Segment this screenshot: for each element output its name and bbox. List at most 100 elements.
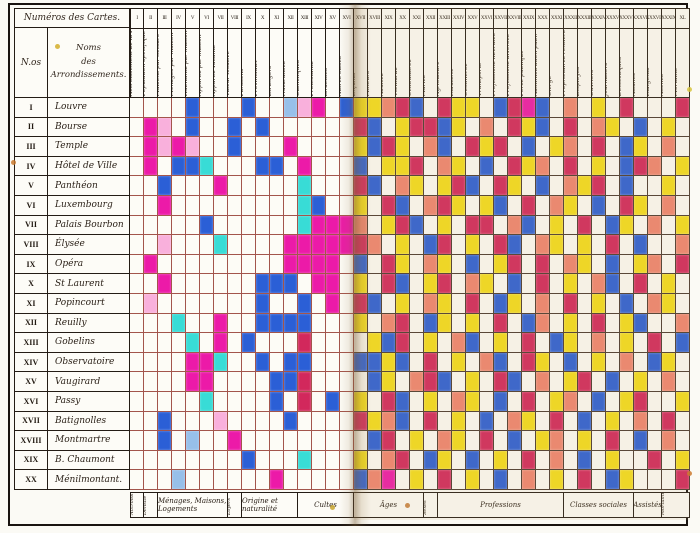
grid-cell: [130, 117, 144, 138]
grid-cell: [550, 235, 564, 255]
grid-cell: [354, 313, 368, 334]
column-label-text: Enfants: [354, 72, 357, 96]
grid-cell: [284, 293, 298, 314]
group-label-text: Densité: [144, 495, 148, 515]
grid-cell: [326, 293, 340, 314]
grid-cell: [620, 98, 634, 118]
grid-cell: [536, 195, 550, 216]
grid-cell: [578, 372, 592, 392]
grid-cell: [466, 333, 480, 353]
grid-cell: [536, 274, 550, 294]
row-name: Luxembourg: [48, 195, 130, 216]
grid-cell: [592, 450, 606, 471]
grid-cell: [144, 352, 158, 373]
grid-cell: [130, 254, 144, 275]
grid-cell: [494, 450, 508, 471]
grid-cell: [606, 333, 620, 353]
grid-cell: [228, 333, 242, 353]
category-group-band: Accroiss.t Densité Ménages, Maisons, Logem…: [130, 492, 690, 518]
grid-cell: [256, 156, 270, 177]
grid-cell: [466, 156, 480, 177]
grid-cell: [424, 195, 438, 216]
grid-cell: [354, 235, 368, 255]
column-numeral: III: [158, 9, 171, 29]
grid-cell: [354, 254, 368, 275]
grid-cell: [130, 195, 144, 216]
row-numeral: XVII: [14, 411, 48, 432]
grid-cell: [130, 98, 144, 118]
grid-cell: [592, 254, 606, 275]
column-label: Ouvriers: [592, 29, 605, 98]
grid-cell: [200, 372, 214, 392]
grid-cell: [410, 254, 424, 275]
row-labels: I Louvre II Bourse III Temple IV Hôtel de Ville…: [14, 98, 130, 490]
grid-cell: [410, 235, 424, 255]
grid-cell: [452, 235, 466, 255]
column-numeral: IX: [242, 9, 255, 29]
grid-cell: [662, 254, 676, 275]
grid-cell: [130, 411, 144, 432]
grid-cell: [452, 195, 466, 216]
grid-cell: [466, 137, 480, 157]
row-numeral: XII: [14, 313, 48, 334]
grid-cell: [662, 98, 676, 118]
row-numeral: XIII: [14, 333, 48, 353]
column-header: XXVIII Professions diverses: [508, 8, 522, 98]
column-label: Clergé: [550, 29, 563, 98]
grid-cell: [550, 470, 564, 490]
grid-cell: [564, 98, 578, 118]
row-name: Bourse: [48, 117, 130, 138]
grid-cell: [340, 450, 354, 471]
grid-cell: [368, 176, 382, 196]
grid-cell: [354, 98, 368, 118]
grid-cell: [270, 450, 284, 471]
grid-cell: [298, 391, 312, 412]
column-label: Population spécifique: [144, 29, 157, 98]
column-label-text: Ouvriers: [592, 69, 595, 96]
grid-cell: [676, 235, 690, 255]
grid-cell: [466, 98, 480, 118]
heatmap-grid: [130, 98, 690, 490]
grid-cell: [438, 156, 452, 177]
column-header: XXXIII Employés: [578, 8, 592, 98]
grid-cell: [256, 372, 270, 392]
grid-cell: [452, 313, 466, 334]
column-numeral: XXIII: [438, 9, 451, 29]
grid-cell: [648, 195, 662, 216]
grid-cell: [452, 156, 466, 177]
grid-cell: [396, 293, 410, 314]
column-label: Provinciaux: [256, 29, 269, 98]
grid-cell: [424, 411, 438, 432]
grid-cell: [676, 254, 690, 275]
grid-cell: [158, 372, 172, 392]
grid-cell: [382, 391, 396, 412]
grid-cell: [270, 431, 284, 451]
grid-cell: [270, 333, 284, 353]
table-row-label: XVII Batignolles: [14, 411, 130, 432]
grid-cell: [508, 215, 522, 236]
grid-cell: [564, 313, 578, 334]
grid-cell: [564, 274, 578, 294]
grid-cell: [312, 470, 326, 490]
column-numeral: IV: [172, 9, 185, 29]
row-name: Reuilly: [48, 313, 130, 334]
grid-cell: [438, 352, 452, 373]
grid-cell: [424, 313, 438, 334]
grid-cell: [228, 431, 242, 451]
column-numeral: XL: [676, 9, 689, 29]
table-row-label: VI Luxembourg: [14, 195, 130, 216]
grid-cell: [158, 117, 172, 138]
grid-cell: [606, 470, 620, 490]
grid-cell: [676, 450, 690, 471]
grid-cell: [648, 293, 662, 314]
grid-cell: [130, 470, 144, 490]
grid-cell: [536, 254, 550, 275]
grid-cell: [200, 235, 214, 255]
grid-cell: [634, 235, 648, 255]
row-numeral: VIII: [14, 235, 48, 255]
column-label-text: Maisons par hectare: [158, 33, 161, 96]
column-label-text: Domestiques: [620, 56, 623, 96]
grid-cell: [620, 274, 634, 294]
grid-cell: [298, 293, 312, 314]
